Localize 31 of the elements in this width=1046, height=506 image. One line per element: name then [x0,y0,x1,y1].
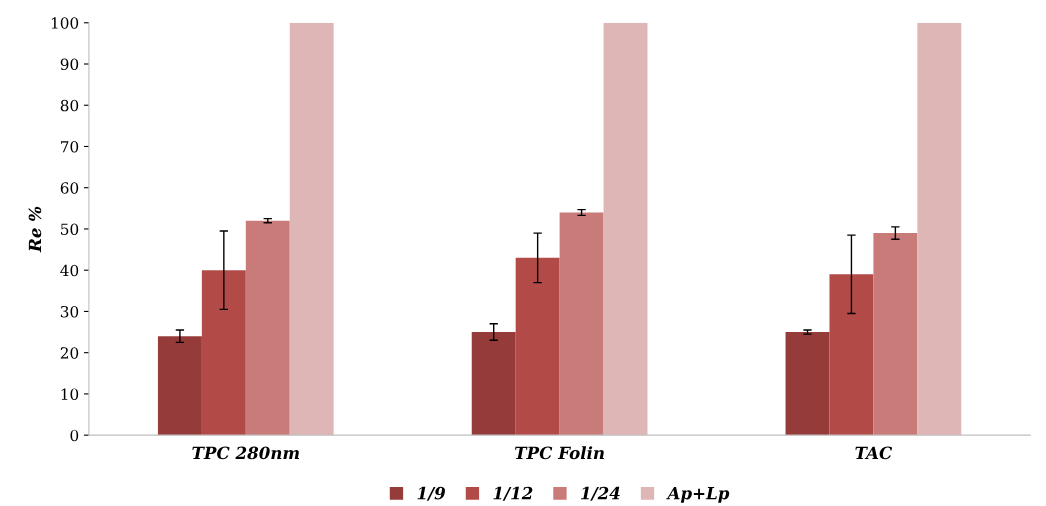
bar [829,274,874,436]
x-tick-label: TPC 280nm [192,446,300,460]
legend-label: Ap+Lp [666,487,730,503]
bar [603,22,648,436]
legend-label: 1/12 [493,486,533,501]
bar [201,270,246,436]
bar [917,22,962,436]
y-tick-label: 40 [60,264,79,277]
y-tick-label: 70 [61,140,79,153]
legend-label: 1/9 [417,486,445,501]
y-tick-label: 20 [60,347,79,359]
bar [471,332,516,436]
y-tick-label: 50 [61,223,79,235]
legend-label: 1/24 [581,486,620,501]
x-tick-label: TPC Folin [514,446,604,460]
bar [245,220,290,436]
bar [785,332,830,436]
y-tick-label: 80 [60,99,79,112]
bar [289,22,334,436]
y-axis-title: Re % [28,206,42,253]
bar [559,212,604,436]
y-tick-label: 90 [60,58,79,71]
y-tick-label: 60 [60,182,79,194]
y-tick-label: 30 [60,305,79,318]
y-tick-label: 100 [51,17,79,29]
bar [873,233,918,436]
y-tick-label: 10 [61,388,79,400]
x-tick-label: TAC [855,446,893,460]
y-tick-label: 0 [70,429,79,442]
bar [515,257,560,436]
bar [157,336,202,436]
